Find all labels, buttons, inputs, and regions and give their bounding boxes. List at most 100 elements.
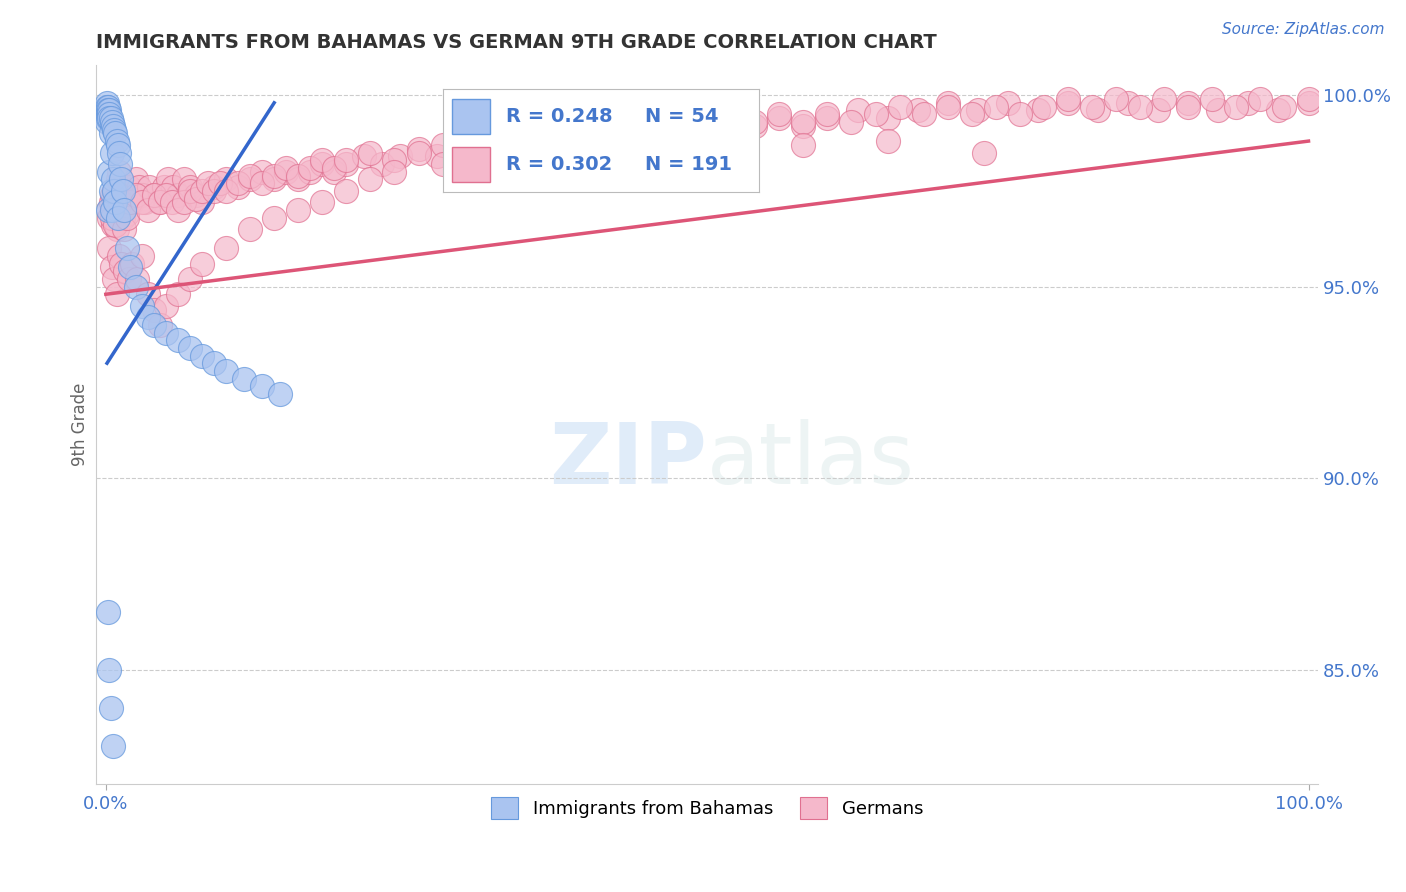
Point bbox=[179, 180, 201, 194]
Point bbox=[97, 107, 120, 121]
Point bbox=[1298, 92, 1320, 106]
Point bbox=[162, 180, 184, 194]
Point bbox=[155, 299, 177, 313]
Point bbox=[101, 260, 124, 275]
Text: R = 0.248: R = 0.248 bbox=[506, 107, 613, 127]
Point bbox=[311, 195, 333, 210]
Point bbox=[107, 202, 129, 217]
Point bbox=[299, 161, 322, 175]
Point bbox=[138, 180, 160, 194]
Point bbox=[131, 249, 153, 263]
Point bbox=[104, 127, 127, 141]
Point bbox=[215, 172, 238, 186]
Point bbox=[817, 111, 839, 125]
Point bbox=[1105, 92, 1128, 106]
Point bbox=[97, 111, 120, 125]
Point bbox=[768, 107, 790, 121]
Point bbox=[96, 115, 118, 129]
Point bbox=[167, 202, 190, 217]
Point bbox=[118, 272, 141, 286]
Point bbox=[104, 192, 127, 206]
Point bbox=[131, 299, 153, 313]
Point bbox=[456, 145, 478, 160]
Point bbox=[118, 260, 141, 275]
Point bbox=[115, 199, 138, 213]
Point bbox=[97, 202, 120, 217]
Point bbox=[104, 219, 127, 233]
Text: Source: ZipAtlas.com: Source: ZipAtlas.com bbox=[1222, 22, 1385, 37]
Point bbox=[98, 103, 121, 118]
Point bbox=[125, 172, 148, 186]
Point bbox=[276, 161, 298, 175]
Point bbox=[105, 287, 128, 301]
Point bbox=[250, 165, 273, 179]
Point bbox=[239, 169, 262, 183]
Text: ZIP: ZIP bbox=[550, 419, 707, 502]
Text: atlas: atlas bbox=[707, 419, 915, 502]
Point bbox=[98, 241, 121, 255]
Point bbox=[101, 211, 124, 225]
Point bbox=[179, 184, 201, 198]
FancyBboxPatch shape bbox=[453, 99, 491, 135]
Point bbox=[600, 134, 623, 148]
Point bbox=[1153, 92, 1175, 106]
Point bbox=[121, 195, 143, 210]
Point bbox=[425, 149, 447, 163]
Point bbox=[1237, 95, 1260, 110]
Point bbox=[876, 134, 898, 148]
Point bbox=[1147, 103, 1170, 118]
Point bbox=[997, 95, 1019, 110]
Point bbox=[179, 272, 201, 286]
Point bbox=[98, 111, 121, 125]
Point bbox=[276, 165, 298, 179]
Point bbox=[173, 172, 195, 186]
Point bbox=[389, 149, 412, 163]
Point bbox=[114, 264, 136, 278]
Point bbox=[96, 95, 118, 110]
Point bbox=[239, 222, 262, 236]
Point bbox=[299, 165, 322, 179]
Point bbox=[96, 107, 118, 121]
Point bbox=[202, 356, 225, 370]
Point bbox=[479, 137, 502, 152]
Point bbox=[96, 111, 118, 125]
Point bbox=[973, 145, 995, 160]
Point bbox=[624, 127, 647, 141]
Point bbox=[1032, 100, 1054, 114]
Point bbox=[105, 134, 128, 148]
Point bbox=[889, 100, 911, 114]
Point bbox=[107, 137, 129, 152]
Point bbox=[612, 142, 634, 156]
Point bbox=[720, 122, 742, 136]
Point bbox=[97, 202, 120, 217]
Point bbox=[1057, 92, 1080, 106]
Point bbox=[103, 184, 125, 198]
Point bbox=[1087, 103, 1109, 118]
Point bbox=[551, 134, 574, 148]
Point bbox=[865, 107, 887, 121]
Point bbox=[263, 172, 285, 186]
Point bbox=[155, 187, 177, 202]
Point bbox=[100, 111, 122, 125]
Point bbox=[461, 149, 484, 163]
Point bbox=[152, 180, 174, 194]
Point bbox=[191, 257, 214, 271]
Point bbox=[527, 142, 550, 156]
Point bbox=[359, 145, 381, 160]
Point bbox=[107, 211, 129, 225]
Point bbox=[110, 202, 132, 217]
Point bbox=[117, 211, 139, 225]
Point bbox=[101, 202, 124, 217]
Point bbox=[443, 142, 465, 156]
Point bbox=[226, 176, 249, 190]
Point bbox=[173, 195, 195, 210]
Point bbox=[110, 172, 132, 186]
FancyBboxPatch shape bbox=[453, 146, 491, 181]
Point bbox=[114, 192, 136, 206]
Point bbox=[103, 272, 125, 286]
Point bbox=[142, 187, 165, 202]
Point bbox=[101, 119, 124, 133]
Point bbox=[101, 739, 124, 753]
Point bbox=[179, 341, 201, 355]
Point bbox=[335, 157, 357, 171]
